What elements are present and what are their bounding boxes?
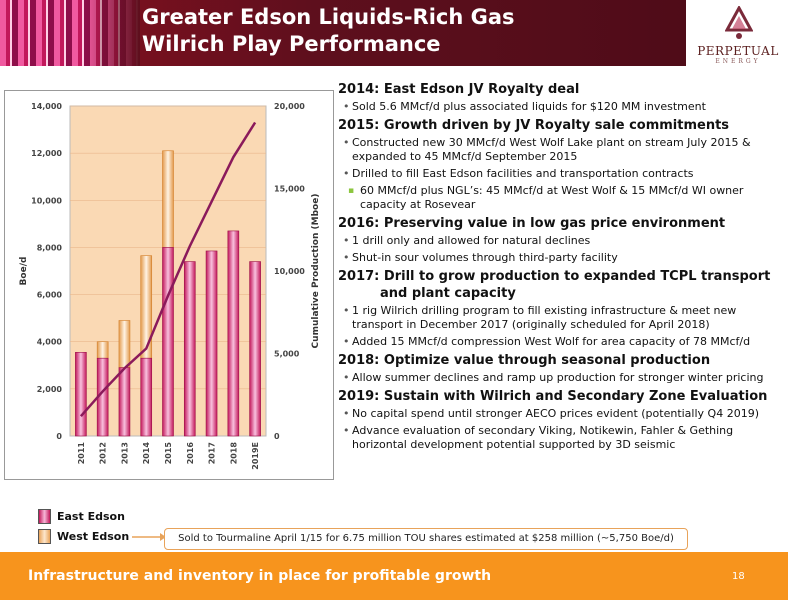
bullet-item: Drilled to fill East Edson facilities an… <box>338 167 784 181</box>
title-line-2: Wilrich Play Performance <box>142 32 441 56</box>
page-number: 18 <box>732 571 745 582</box>
y-tick-label: 6,000 <box>37 291 63 300</box>
section-heading: 2016: Preserving value in low gas price … <box>338 216 726 231</box>
bullet-item: Advance evaluation of secondary Viking, … <box>338 424 784 452</box>
section-4: 2018: Optimize value through seasonal pr… <box>338 352 784 385</box>
section-5: 2019: Sustain with Wilrich and Secondary… <box>338 388 784 452</box>
x-tick-label: 2012 <box>99 442 108 464</box>
x-tick-label: 2014 <box>142 442 151 465</box>
logo-subtext: ENERGY <box>715 58 761 65</box>
bar-east-edson <box>183 261 196 437</box>
section-heading: 2014: East Edson JV Royalty deal <box>338 82 580 97</box>
y-tick-label: 4,000 <box>37 338 63 347</box>
production-chart: 0 2,000 4,000 6,000 8,000 10,000 12,000 14,000 0… <box>4 90 334 480</box>
perpetual-logo-icon <box>725 6 753 39</box>
section-3: 2017: Drill to grow production to expand… <box>338 268 784 349</box>
y2-tick-label: 20,000 <box>274 102 305 111</box>
legend-label-west: West Edson <box>57 529 130 543</box>
y2-tick-label: 15,000 <box>274 185 305 194</box>
header-banner <box>0 0 788 66</box>
legend-item-east: East Edson <box>38 506 129 526</box>
bullet-item: Added 15 MMcf/d compression West Wolf fo… <box>338 335 784 349</box>
y2-tick-label: 10,000 <box>274 267 305 276</box>
y2-tick-label: 0 <box>274 432 280 441</box>
bullet-item: Allow summer declines and ramp up produc… <box>338 371 784 385</box>
bullet-item: Constructed new 30 MMcf/d West Wolf Lake… <box>338 136 784 164</box>
chart-legend: East Edson West Edson <box>38 506 129 546</box>
header-image <box>0 0 140 66</box>
bullet-item: 1 rig Wilrich drilling program to fill e… <box>338 304 784 332</box>
logo-text: PERPETUAL <box>697 44 779 58</box>
section-heading: 2017: Drill to grow production to expand… <box>338 269 771 284</box>
bullet-item: Sold 5.6 MMcf/d plus associated liquids … <box>338 100 784 114</box>
section-heading-continued: and plant capacity <box>380 286 516 301</box>
legend-item-west: West Edson <box>38 526 129 546</box>
x-tick-label: 2018 <box>229 442 238 465</box>
x-tick-label: 2011 <box>77 442 86 465</box>
y2-tick-label: 5,000 <box>274 350 300 359</box>
bar-west-edson <box>96 341 109 359</box>
x-tick-label: 2015 <box>164 442 173 465</box>
y2-axis-label: Cumulative Production (Mboe) <box>311 194 321 349</box>
bar-east-edson <box>162 247 174 437</box>
bullet-item: Shut-in sour volumes through third-party… <box>338 251 784 265</box>
section-0: 2014: East Edson JV Royalty deal Sold 5.6… <box>338 81 784 114</box>
cumulative-production-line <box>79 121 257 418</box>
bullet-item: 1 drill only and allowed for natural dec… <box>338 234 784 248</box>
x-tick-label: 2013 <box>120 442 129 464</box>
x-tick-label: 2019E <box>251 442 260 470</box>
bar-west-edson <box>162 150 174 248</box>
bar-west-edson <box>140 255 153 359</box>
sale-callout: Sold to Tourmaline April 1/15 for 6.75 m… <box>164 528 688 550</box>
x-tick-label: 2017 <box>208 442 217 464</box>
bar-east-edson <box>249 261 261 437</box>
section-heading: 2019: Sustain with Wilrich and Secondary… <box>338 389 768 404</box>
bar-east-edson <box>227 230 240 437</box>
footer-bar <box>0 552 788 600</box>
y-tick-label: 0 <box>56 432 62 441</box>
page-title: Greater Edson Liquids-Rich Gas Wilrich P… <box>142 4 515 58</box>
sub-bullet-item: 60 MMcf/d plus NGL’s: 45 MMcf/d at West … <box>338 184 784 212</box>
legend-swatch-west <box>38 528 51 544</box>
bar-east-edson <box>140 357 153 437</box>
footer-text: Infrastructure and inventory in place fo… <box>28 568 492 584</box>
callout-arrow-icon <box>132 533 166 541</box>
section-heading: 2015: Growth driven by JV Royalty sale c… <box>338 118 730 133</box>
bar-east-edson <box>118 367 131 437</box>
y-tick-label: 8,000 <box>37 243 63 252</box>
timeline-panel: 2014: East Edson JV Royalty deal Sold 5.6… <box>338 78 784 455</box>
y-tick-label: 10,000 <box>31 196 62 205</box>
bar-east-edson <box>75 352 87 437</box>
section-2: 2016: Preserving value in low gas price … <box>338 215 784 265</box>
title-line-1: Greater Edson Liquids-Rich Gas <box>142 5 515 29</box>
y-tick-label: 14,000 <box>31 102 62 111</box>
y-tick-label: 12,000 <box>31 149 62 158</box>
y-tick-label: 2,000 <box>37 385 63 394</box>
y-axis-label: Boe/d <box>19 257 29 286</box>
x-tick-label: 2016 <box>186 442 195 465</box>
legend-label-east: East Edson <box>57 509 125 523</box>
section-1: 2015: Growth driven by JV Royalty sale c… <box>338 117 784 212</box>
bullet-item: No capital spend until stronger AECO pri… <box>338 407 784 421</box>
bar-east-edson <box>205 250 218 437</box>
section-heading: 2018: Optimize value through seasonal pr… <box>338 353 711 368</box>
legend-swatch-east <box>38 508 51 524</box>
bar-west-edson <box>118 320 131 368</box>
